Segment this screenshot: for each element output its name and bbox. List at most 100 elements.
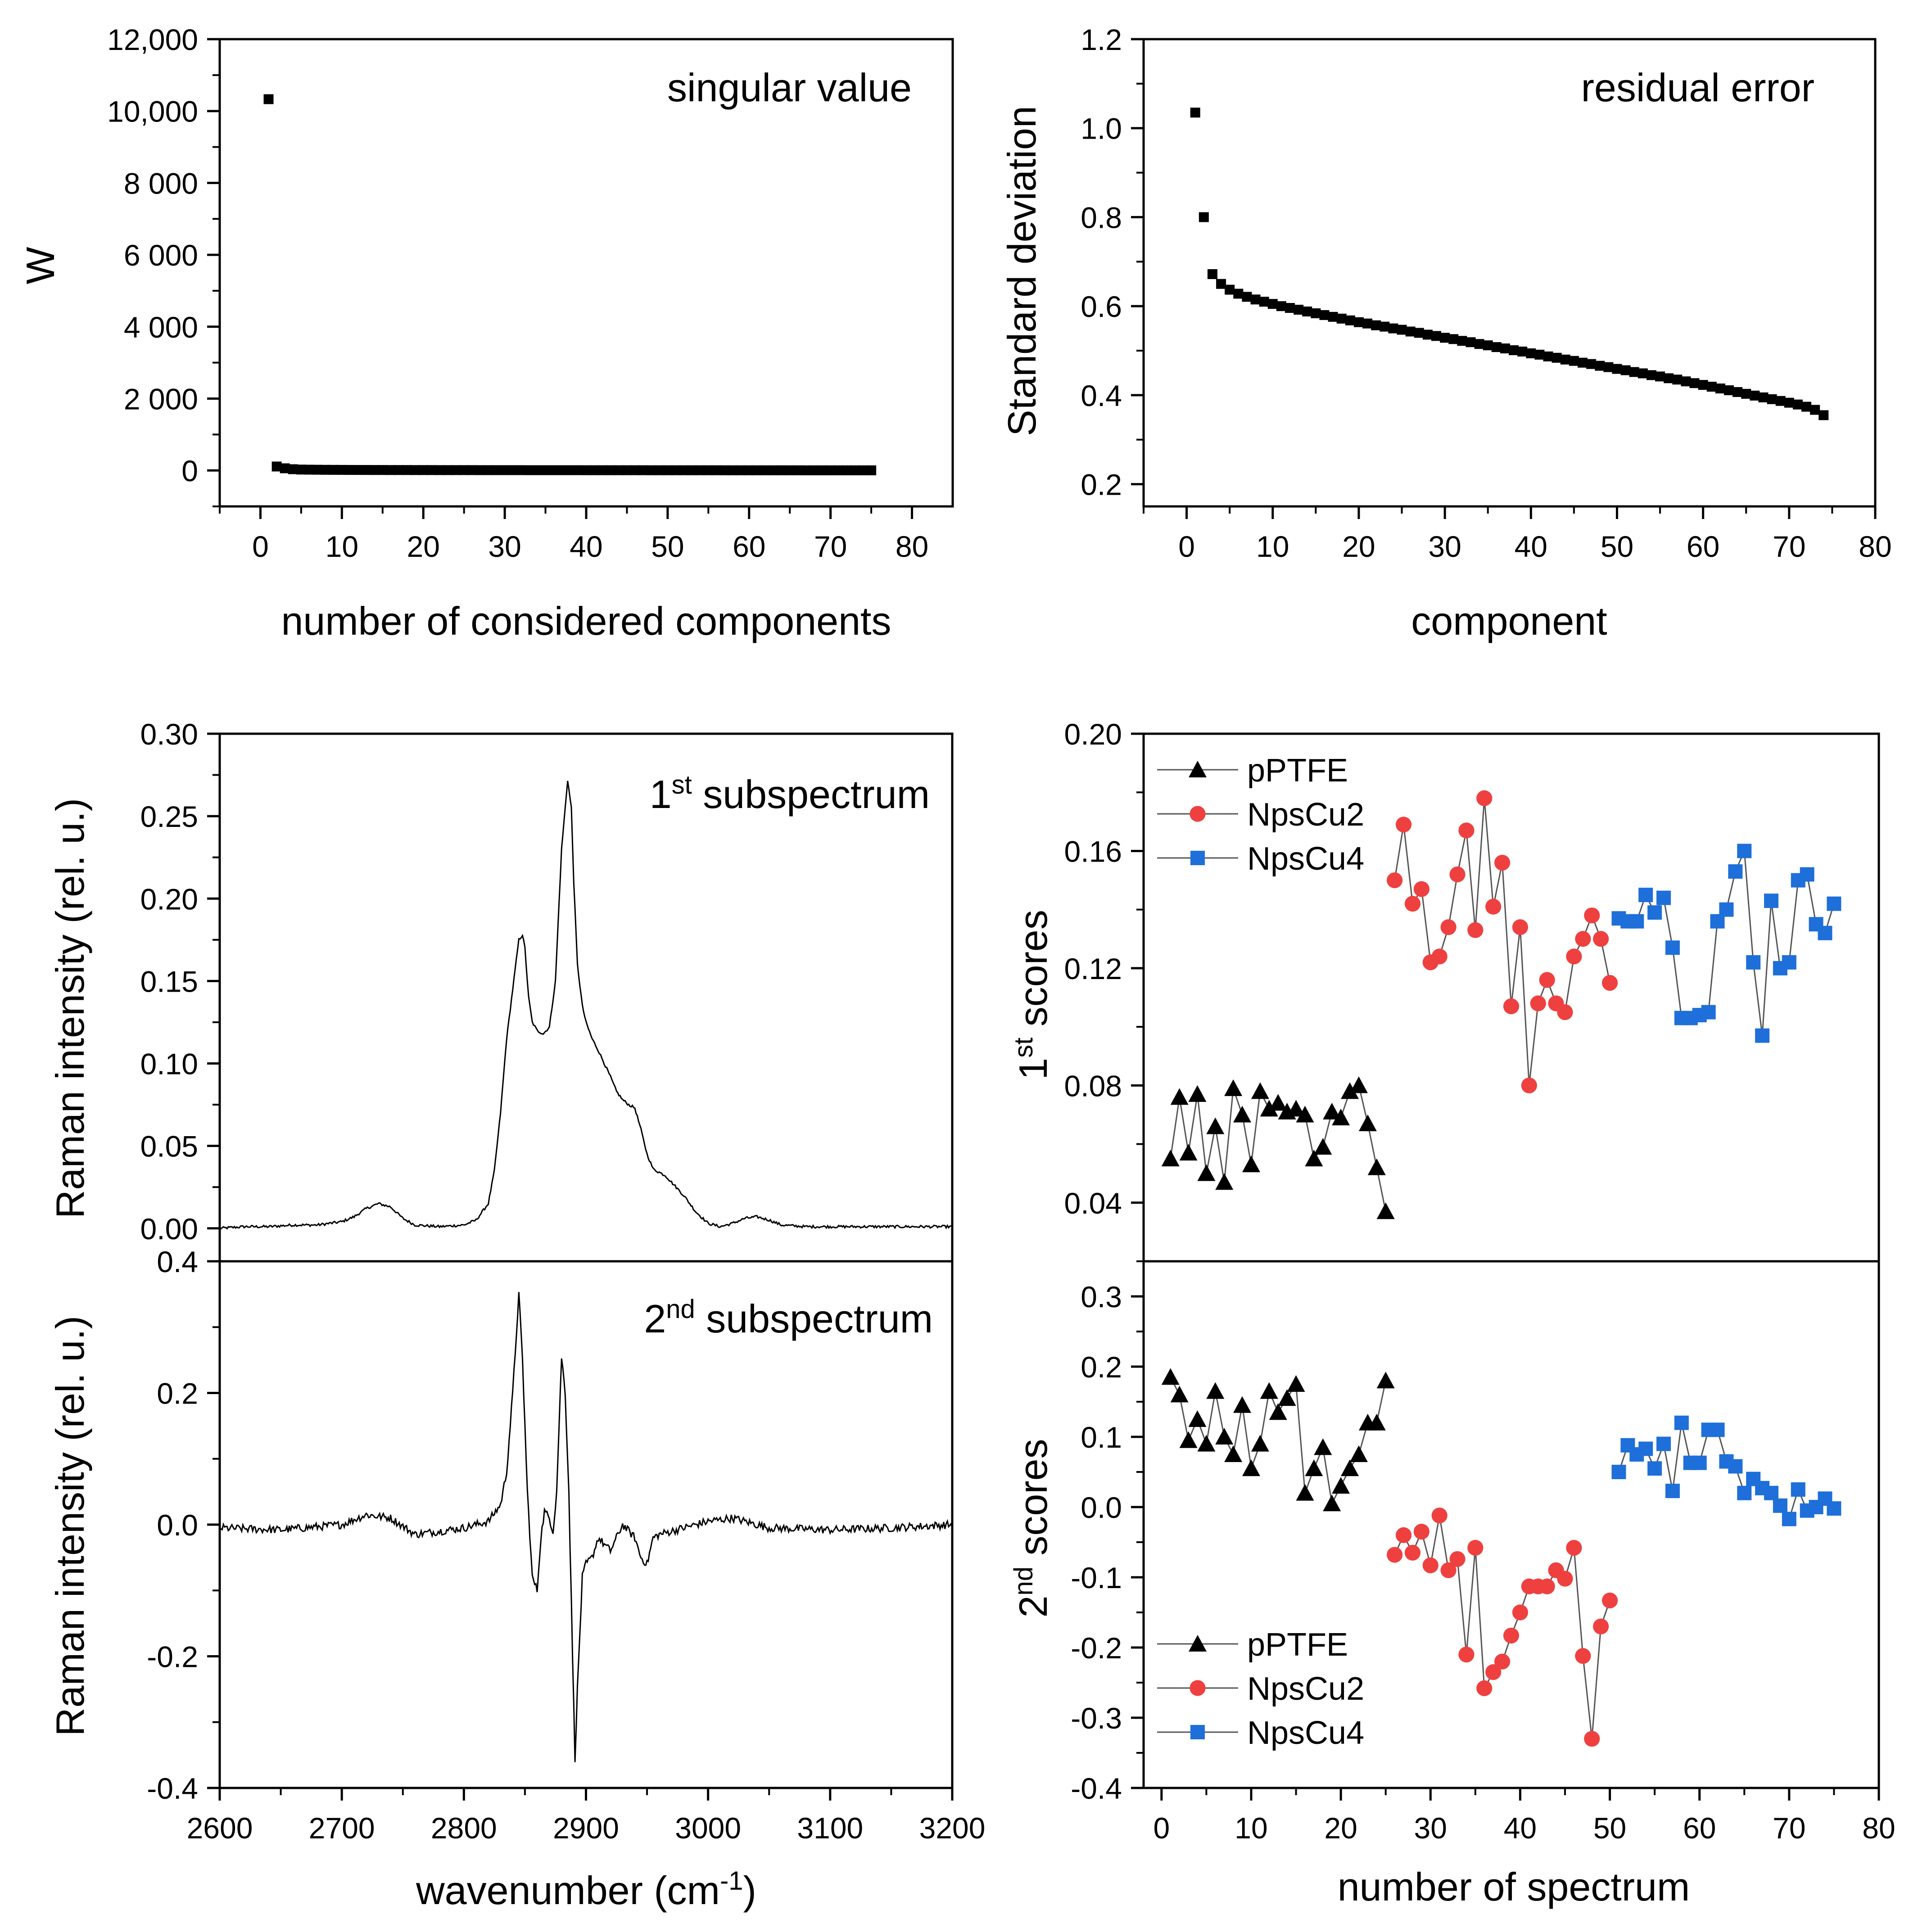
data-point [1569, 356, 1579, 366]
data-point [1440, 1562, 1457, 1578]
data-point [1458, 822, 1475, 839]
data-point [638, 465, 648, 475]
data-point [1620, 365, 1631, 375]
data-point [1767, 394, 1777, 404]
data-point [361, 465, 371, 475]
data-point [1791, 1482, 1805, 1497]
data-point [1775, 396, 1786, 406]
spectrum-line [219, 781, 953, 1230]
data-point [1242, 1156, 1260, 1173]
y-tick-label: 0.10 [140, 1047, 198, 1081]
data-point [1161, 1368, 1180, 1385]
x-tick-label: 3200 [919, 1811, 986, 1845]
y-tick-label: 0.04 [1064, 1187, 1122, 1220]
data-point [402, 465, 412, 475]
data-point [1557, 1004, 1573, 1020]
data-point [1755, 1028, 1770, 1043]
data-point [1629, 367, 1639, 377]
data-point [1584, 907, 1600, 924]
data-point [1611, 1465, 1626, 1479]
data-point [703, 465, 714, 475]
data-point [1332, 1108, 1350, 1125]
x-tick-label: 80 [1859, 530, 1891, 563]
data-point [833, 465, 844, 475]
data-point [565, 465, 575, 475]
data-point [1380, 321, 1390, 332]
data-point [1328, 311, 1338, 322]
data-point [1302, 307, 1312, 317]
data-point [312, 465, 323, 475]
data-point [1698, 380, 1708, 390]
data-point [573, 465, 583, 475]
data-point [451, 465, 461, 475]
legend: pPTFE NpsCu2 NpsCu4 [1157, 1627, 1364, 1751]
data-marks [1161, 1368, 1841, 1747]
plot-annotation: residual error [1581, 65, 1814, 110]
data-point [760, 465, 770, 475]
data-point [1758, 392, 1769, 402]
data-marks [219, 781, 953, 1230]
data-point [777, 465, 787, 475]
data-point [1665, 1484, 1680, 1499]
data-point [622, 465, 632, 475]
panel-residual-error: residual error component Standard deviat… [1000, 23, 1892, 643]
data-point [1810, 405, 1820, 415]
y-tick-label: 6 000 [124, 239, 198, 272]
data-point [1448, 334, 1459, 344]
y-tick-label: -0.4 [1071, 1772, 1122, 1805]
data-point [1215, 1428, 1234, 1444]
data-point [1827, 1501, 1841, 1516]
data-point [1349, 1445, 1368, 1462]
x-tick-label: 20 [1324, 1811, 1357, 1845]
data-point [614, 465, 624, 475]
data-point [1371, 320, 1381, 330]
y-tick-label: 0.20 [140, 882, 198, 916]
data-point [1250, 294, 1261, 305]
plot-annotation: 1st subspectrum [650, 770, 930, 817]
data-point [418, 465, 429, 475]
data-point [1512, 1604, 1529, 1621]
y-tick-label: 0.00 [140, 1212, 198, 1246]
data-point [1689, 378, 1700, 388]
data-point [1552, 352, 1562, 363]
data-point [1431, 1508, 1448, 1524]
data-point [369, 465, 380, 475]
data-point [1296, 1484, 1314, 1501]
y-tick-label: 0.12 [1064, 952, 1122, 985]
data-point [1664, 373, 1674, 384]
data-point [1206, 1382, 1225, 1399]
y-tick-label: 0.16 [1064, 835, 1122, 868]
data-point [1199, 212, 1209, 222]
data-point [1233, 1106, 1252, 1123]
data-point [1655, 371, 1665, 382]
data-point [1539, 972, 1555, 988]
data-point [1285, 303, 1295, 313]
data-point [1440, 333, 1450, 343]
data-point [1827, 896, 1841, 911]
data-point [646, 465, 656, 475]
data-point [443, 465, 453, 475]
plot-frame [1142, 38, 1877, 508]
data-point [1278, 1389, 1296, 1406]
data-point [1733, 387, 1743, 397]
data-point [841, 465, 852, 475]
data-point [1233, 289, 1244, 299]
data-point [1681, 376, 1691, 387]
data-point [793, 465, 803, 475]
data-point [1476, 790, 1493, 806]
y-tick-label: 1.0 [1081, 112, 1122, 145]
y-tick-label: 10,000 [107, 95, 198, 128]
y-tick-label: 0.2 [157, 1377, 198, 1410]
data-point [1701, 1005, 1716, 1020]
x-tick-label: 40 [570, 530, 602, 563]
data-point [1314, 1138, 1332, 1155]
y-tick-label: -0.2 [1071, 1631, 1122, 1665]
data-point [597, 465, 608, 475]
data-point [280, 463, 290, 474]
data-point [304, 465, 314, 475]
data-point [288, 464, 298, 474]
data-point [1500, 343, 1510, 354]
y-tick-label: 4 000 [124, 311, 198, 344]
data-point [1612, 364, 1622, 374]
x-axis-label: wavenumber (cm-1) [416, 1866, 756, 1913]
